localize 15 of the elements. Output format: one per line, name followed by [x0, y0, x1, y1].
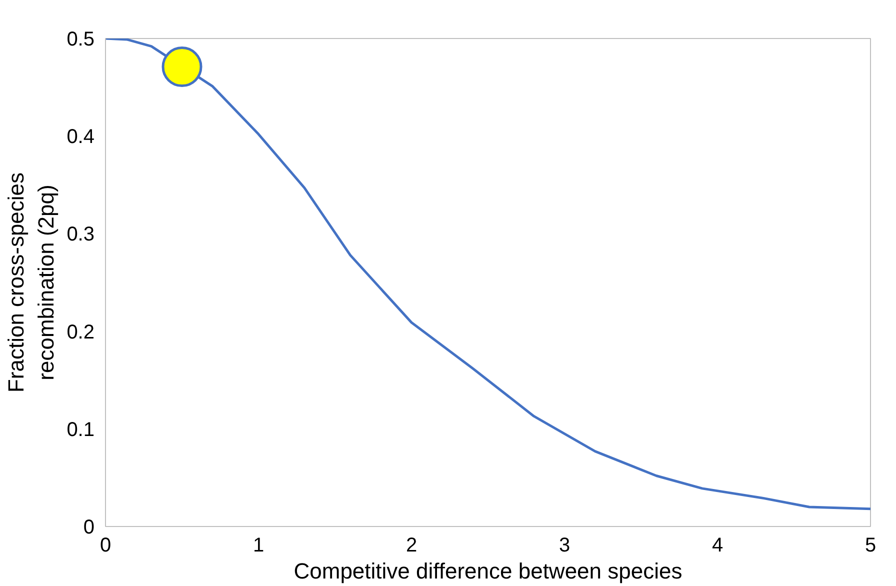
- x-axis-title: Competitive difference between species: [294, 558, 682, 584]
- x-tick-label: 5: [864, 534, 876, 556]
- y-tick-label: 0.1: [66, 418, 95, 441]
- x-tick-label: 2: [406, 534, 418, 556]
- y-tick-label: 0: [83, 516, 94, 538]
- y-tick-label: 0.4: [66, 126, 95, 148]
- y-axis-title: Fraction cross-species recombination (2pq): [4, 172, 59, 393]
- x-tick-label: 0: [100, 534, 112, 556]
- x-tick-label: 1: [252, 534, 264, 556]
- y-tick-label: 0.2: [66, 321, 95, 344]
- y-tick-label: 0.3: [66, 224, 95, 246]
- x-tick-label: 4: [712, 534, 724, 556]
- y-tick-label: 0.5: [66, 28, 95, 50]
- x-tick-label: 3: [558, 534, 570, 556]
- line-series: [106, 38, 870, 510]
